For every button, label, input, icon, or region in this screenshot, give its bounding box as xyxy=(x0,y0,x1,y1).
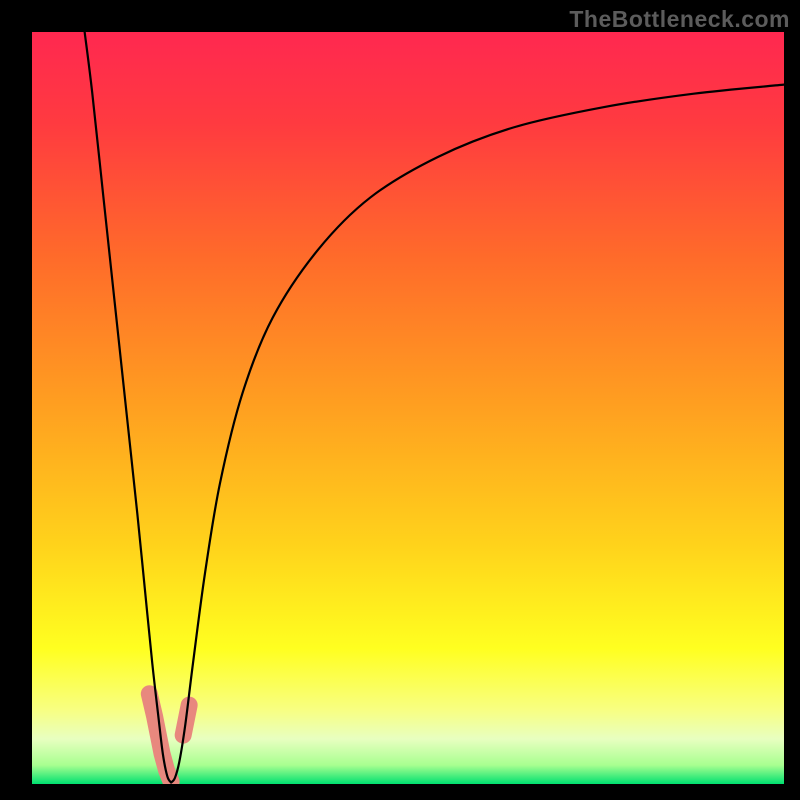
chart-container: TheBottleneck.com xyxy=(0,0,800,800)
watermark-text: TheBottleneck.com xyxy=(569,6,790,33)
bottleneck-chart xyxy=(0,0,800,800)
plot-background xyxy=(32,32,784,784)
